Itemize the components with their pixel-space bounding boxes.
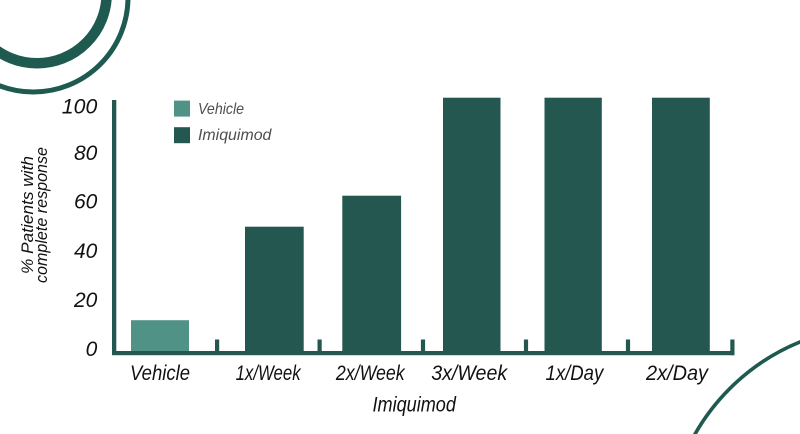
svg-text:40: 40 [74, 240, 98, 263]
svg-text:% Patients with: % Patients with [18, 156, 37, 274]
svg-text:2x/Week: 2x/Week [335, 362, 406, 385]
svg-text:100: 100 [62, 95, 98, 118]
svg-text:1x/Week: 1x/Week [236, 362, 302, 385]
svg-text:2x/Day: 2x/Day [645, 362, 709, 385]
svg-text:0: 0 [86, 338, 98, 361]
svg-text:20: 20 [73, 289, 98, 312]
svg-text:complete response: complete response [32, 147, 51, 283]
svg-text:60: 60 [74, 191, 98, 214]
svg-text:Imiquimod: Imiquimod [198, 127, 272, 144]
svg-text:Vehicle: Vehicle [130, 362, 190, 385]
svg-text:3x/Week: 3x/Week [431, 362, 508, 385]
svg-text:Vehicle: Vehicle [198, 101, 244, 118]
svg-text:80: 80 [74, 142, 98, 165]
svg-text:1x/Day: 1x/Day [546, 362, 605, 385]
svg-text:Imiquimod: Imiquimod [373, 394, 458, 417]
